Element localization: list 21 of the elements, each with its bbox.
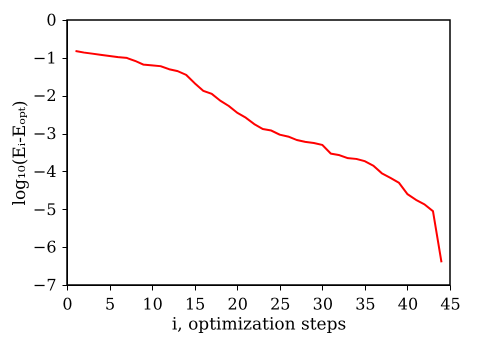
x-tick-label: 0 xyxy=(62,294,73,314)
x-tick-label: 20 xyxy=(228,294,248,314)
y-axis-title: log₁₀(Eᵢ-Eₒₚₜ) xyxy=(10,100,30,206)
x-tick-label: 10 xyxy=(142,294,163,314)
y-tick-label: −3 xyxy=(32,124,56,144)
line-series xyxy=(74,50,442,264)
x-tick-label: 45 xyxy=(440,294,461,314)
x-tick-label: 5 xyxy=(104,294,116,314)
x-tick-label: 40 xyxy=(398,294,418,314)
y-tick-label: −7 xyxy=(32,276,56,294)
y-tick-label: −4 xyxy=(32,162,56,181)
y-tick-label: −6 xyxy=(32,238,56,257)
y-tick-label: −1 xyxy=(32,48,56,68)
y-tick-label: −5 xyxy=(32,200,56,219)
y-tick-label: −2 xyxy=(32,86,56,106)
x-axis-title: i, optimization steps xyxy=(172,314,346,334)
x-tick-label: 35 xyxy=(355,294,376,314)
x-tick-label: 15 xyxy=(184,294,206,314)
x-tick-label: 30 xyxy=(312,294,334,314)
x-tick-label: 25 xyxy=(270,294,290,314)
y-tick-label: 0 xyxy=(46,10,56,30)
